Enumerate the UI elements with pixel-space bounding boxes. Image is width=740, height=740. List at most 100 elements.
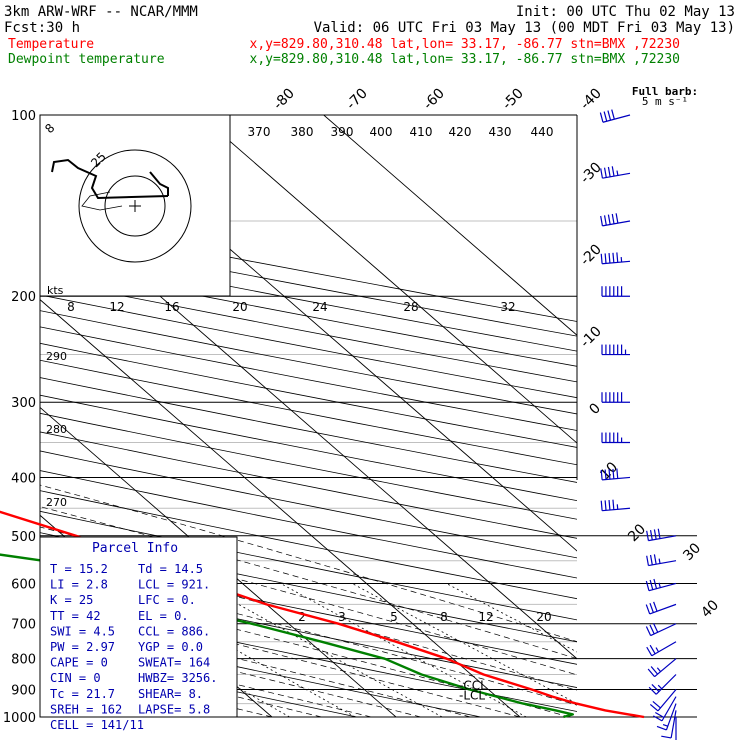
- parcel-row-right: SHEAR= 8.: [138, 687, 203, 701]
- wind-barb-flag: [657, 684, 663, 690]
- isotherm: [199, 115, 577, 444]
- wind-barb-flag: [648, 686, 657, 695]
- parcel-row-left: CELL = 141/11: [50, 718, 144, 732]
- parcel-info-title: Parcel Info: [92, 541, 178, 556]
- wind-barb-flag: [647, 668, 656, 678]
- wind-barb-flag: [603, 215, 607, 226]
- hodograph-dir-label: 280: [46, 423, 67, 436]
- wind-barb-flag: [604, 500, 607, 511]
- parcel-row-right: YGP = 0.0: [138, 640, 203, 654]
- hodograph-kts-label: kts: [47, 284, 64, 297]
- hodograph-thin-trace: [81, 191, 123, 211]
- wind-barb-shaft: [602, 476, 631, 481]
- wind-barb-flag: [654, 711, 665, 718]
- full-barb-title: Full barb:: [632, 85, 698, 98]
- mixing-ratio-line: [351, 583, 577, 705]
- hodograph-speed-label: 24: [312, 300, 327, 314]
- isotherm: [40, 299, 521, 717]
- wind-barb-flag: [611, 109, 615, 120]
- dewpoint-location: x,y=829.80,310.48 lat,lon= 33.17, -86.77…: [250, 52, 680, 67]
- wind-barb-shaft: [670, 710, 677, 739]
- wind-barb-shaft: [648, 535, 677, 542]
- wind-barb-flag: [599, 112, 604, 123]
- theta-label: 380: [291, 125, 314, 139]
- isotherm-side-label: -30: [577, 159, 604, 186]
- wind-barb-flag: [661, 735, 672, 739]
- wind-barb-flag: [655, 647, 660, 653]
- dry-adiabat: [40, 623, 481, 717]
- wind-barb-flag: [611, 213, 615, 224]
- wind-barb-shaft: [657, 689, 677, 712]
- wind-barb-shaft: [655, 674, 677, 695]
- isotherm-side-label: 40: [698, 597, 722, 621]
- isotherm-side-label: 20: [625, 521, 649, 545]
- dry-adiabat: [40, 342, 577, 448]
- dry-adiabat: [40, 576, 577, 688]
- wind-barb-flag: [662, 723, 668, 727]
- theta-label: 400: [370, 125, 393, 139]
- full-barb-legend: Full barb: 5 m s⁻¹: [632, 85, 698, 108]
- wind-barb-flag: [651, 684, 660, 692]
- dry-adiabat: [40, 470, 577, 579]
- temperature-legend: Temperature: [8, 37, 94, 52]
- pressure-tick-label: 200: [11, 290, 36, 305]
- wind-barb-flag: [608, 469, 611, 480]
- wind-barb-flag: [653, 554, 657, 565]
- wind-barb-flag: [653, 578, 658, 589]
- isotherm: [40, 406, 397, 717]
- wind-barb-flag: [600, 168, 604, 179]
- wind-barb-shaft: [602, 172, 631, 179]
- wind-barb-shaft: [602, 114, 631, 123]
- forecast-hours: 30 h: [46, 20, 80, 36]
- wind-barb-flag: [608, 253, 611, 264]
- wind-barb-flag: [658, 558, 661, 564]
- wind-barb-shaft: [602, 260, 631, 265]
- wind-barb-flag: [612, 252, 615, 263]
- parcel-info-box: Parcel Info T = 15.2 Td = 14.5 LI = 2.8 LCL…: [39, 536, 238, 732]
- parcel-row-right: CCL = 886.: [138, 624, 210, 638]
- full-barb-units: 5 m s⁻¹: [642, 95, 688, 108]
- wind-barb-shaft: [602, 507, 631, 512]
- wind-barb-flag: [607, 110, 612, 121]
- hodograph-speed-label: 16: [164, 300, 179, 314]
- dry-adiabat: [40, 326, 577, 431]
- wind-barb-flag: [616, 170, 619, 176]
- mixing-ratio-label: 12: [478, 610, 493, 624]
- isotherm-top-label: -80: [270, 85, 297, 112]
- mixing-ratio-label: 2: [298, 610, 306, 624]
- wind-barb-flag: [645, 580, 650, 591]
- dry-adiabat: [40, 278, 577, 383]
- wind-barb-flag: [616, 468, 619, 479]
- wind-barb-flag: [612, 499, 615, 510]
- valid-time: Valid: 06 UTC Fri 03 May 13 (00 MDT Fri …: [314, 20, 735, 36]
- dewpoint-profile: [0, 553, 574, 719]
- wind-barb-flag: [657, 528, 661, 539]
- theta-label: 440: [531, 125, 554, 139]
- wind-barb-flag: [645, 604, 651, 615]
- wind-barb-shaft: [654, 658, 677, 678]
- parcel-row-right: Td = 14.5: [138, 562, 203, 576]
- parcel-row-left: PW = 2.97: [50, 640, 115, 654]
- parcel-row-right: LAPSE= 5.8: [138, 702, 210, 716]
- pressure-tick-label: 800: [11, 653, 36, 668]
- parcel-box-bg: [39, 536, 238, 718]
- parcel-row-left: K = 25: [50, 593, 93, 607]
- parcel-row-left: SREH = 162: [50, 702, 122, 716]
- pressure-tick-label: 900: [11, 683, 36, 698]
- pressure-tick-label: 700: [11, 618, 36, 633]
- hodograph-ring: [78, 149, 192, 263]
- wind-barb-shaft: [648, 582, 677, 592]
- hodograph-speed-label: 20: [232, 300, 247, 314]
- lcl-label: -LCL: [459, 688, 485, 702]
- dry-adiabat: [40, 510, 577, 621]
- isotherm-side-label: -10: [577, 323, 604, 350]
- parcel-row-left: SWI = 4.5: [50, 624, 115, 638]
- wind-barb-flag: [649, 624, 655, 635]
- parcel-row-left: TT = 42: [50, 609, 101, 623]
- wind-barb-shaft: [602, 220, 631, 227]
- parcel-row-left: CIN = 0: [50, 671, 101, 685]
- wind-barb-flag: [646, 646, 653, 657]
- wind-barb-flag: [653, 529, 657, 540]
- parcel-row-right: SWEAT= 164: [138, 656, 210, 670]
- wind-barb-flag: [653, 601, 658, 612]
